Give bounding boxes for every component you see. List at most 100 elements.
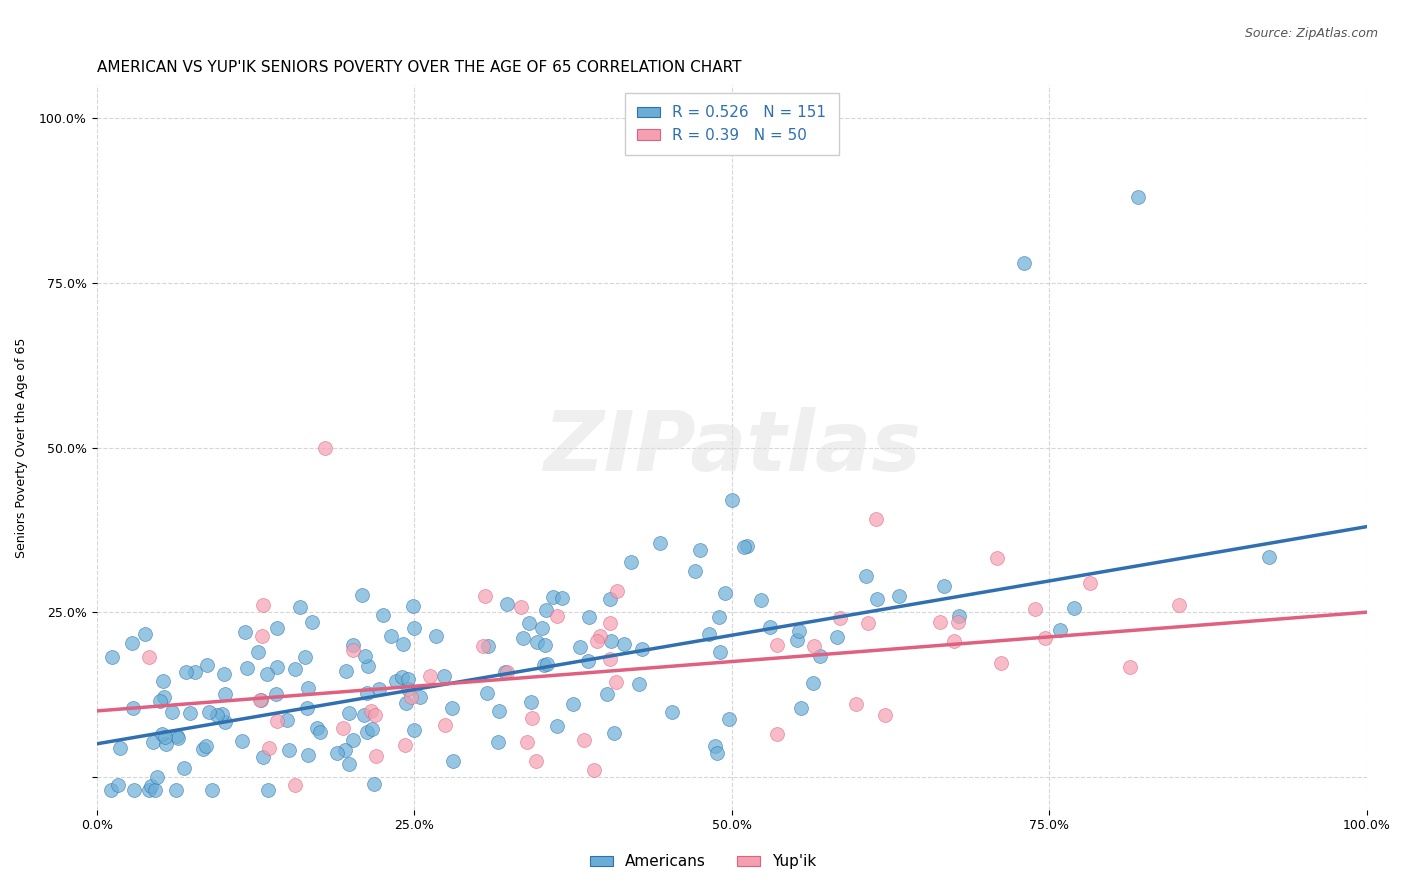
Yup'ik xyxy=(342,643,364,657)
Americans xyxy=(174,665,197,679)
Americans xyxy=(404,723,426,737)
Americans xyxy=(122,701,145,715)
Yup'ik xyxy=(284,778,307,792)
Yup'ik xyxy=(250,629,273,643)
Americans xyxy=(721,493,744,508)
Americans xyxy=(697,627,720,641)
Americans xyxy=(536,657,558,672)
Americans xyxy=(661,706,683,720)
Americans xyxy=(404,621,426,635)
Americans xyxy=(339,756,361,771)
Yup'ik xyxy=(605,675,627,690)
Americans xyxy=(356,725,378,739)
Yup'ik xyxy=(990,657,1012,671)
Americans xyxy=(288,599,311,614)
Americans xyxy=(531,621,554,635)
Americans xyxy=(603,726,626,740)
Americans xyxy=(786,632,808,647)
Americans xyxy=(353,708,375,723)
Americans xyxy=(361,722,384,736)
Yup'ik xyxy=(266,714,288,729)
Americans xyxy=(155,738,177,752)
Text: ZIPatlas: ZIPatlas xyxy=(543,407,921,488)
Americans xyxy=(706,746,728,760)
Americans xyxy=(152,674,174,689)
Americans xyxy=(160,706,183,720)
Americans xyxy=(100,783,122,797)
Yup'ik xyxy=(314,441,336,455)
Americans xyxy=(212,667,235,681)
Americans xyxy=(526,635,548,649)
Americans xyxy=(142,735,165,749)
Americans xyxy=(546,718,568,732)
Americans xyxy=(569,640,592,655)
Yup'ik xyxy=(360,705,382,719)
Americans xyxy=(152,690,174,704)
Americans xyxy=(396,681,419,696)
Americans xyxy=(401,599,423,613)
Americans xyxy=(138,783,160,797)
Americans xyxy=(108,741,131,756)
Americans xyxy=(494,665,516,680)
Americans xyxy=(353,648,375,663)
Americans xyxy=(704,739,727,754)
Americans xyxy=(709,645,731,659)
Americans xyxy=(425,629,447,643)
Americans xyxy=(342,733,364,747)
Americans xyxy=(477,639,499,653)
Americans xyxy=(1128,190,1150,204)
Text: Source: ZipAtlas.com: Source: ZipAtlas.com xyxy=(1244,27,1378,40)
Americans xyxy=(620,555,643,569)
Americans xyxy=(1063,601,1085,615)
Americans xyxy=(1049,624,1071,638)
Legend: R = 0.526   N = 151, R = 0.39   N = 50: R = 0.526 N = 151, R = 0.39 N = 50 xyxy=(626,93,838,155)
Yup'ik xyxy=(946,615,969,629)
Americans xyxy=(214,687,236,701)
Americans xyxy=(122,783,145,797)
Yup'ik xyxy=(1118,660,1140,674)
Americans xyxy=(145,770,167,784)
Americans xyxy=(139,780,162,794)
Americans xyxy=(1258,549,1281,564)
Americans xyxy=(107,778,129,792)
Yup'ik xyxy=(433,718,456,732)
Yup'ik xyxy=(803,639,825,653)
Americans xyxy=(578,610,600,624)
Yup'ik xyxy=(599,652,621,666)
Americans xyxy=(173,761,195,775)
Americans xyxy=(392,638,415,652)
Yup'ik xyxy=(364,708,387,723)
Americans xyxy=(790,701,813,715)
Yup'ik xyxy=(546,609,568,624)
Americans xyxy=(153,731,176,745)
Americans xyxy=(541,590,564,604)
Yup'ik xyxy=(599,616,621,631)
Americans xyxy=(496,597,519,611)
Americans xyxy=(297,681,319,695)
Yup'ik xyxy=(394,739,416,753)
Americans xyxy=(517,616,540,631)
Americans xyxy=(385,673,408,688)
Americans xyxy=(356,686,378,700)
Americans xyxy=(297,748,319,763)
Yup'ik xyxy=(583,763,606,777)
Legend: Americans, Yup'ik: Americans, Yup'ik xyxy=(583,848,823,875)
Americans xyxy=(887,589,910,603)
Americans xyxy=(733,541,755,555)
Americans xyxy=(342,638,364,652)
Y-axis label: Seniors Poverty Over the Age of 65: Seniors Poverty Over the Age of 65 xyxy=(15,337,28,558)
Americans xyxy=(256,667,278,681)
Americans xyxy=(301,615,323,629)
Yup'ik xyxy=(419,669,441,683)
Americans xyxy=(266,660,288,674)
Americans xyxy=(713,586,735,600)
Americans xyxy=(808,648,831,663)
Yup'ik xyxy=(865,512,887,526)
Americans xyxy=(630,641,652,656)
Americans xyxy=(211,706,233,721)
Americans xyxy=(257,783,280,797)
Americans xyxy=(195,657,218,672)
Yup'ik xyxy=(858,616,880,631)
Americans xyxy=(787,624,810,638)
Americans xyxy=(707,610,730,624)
